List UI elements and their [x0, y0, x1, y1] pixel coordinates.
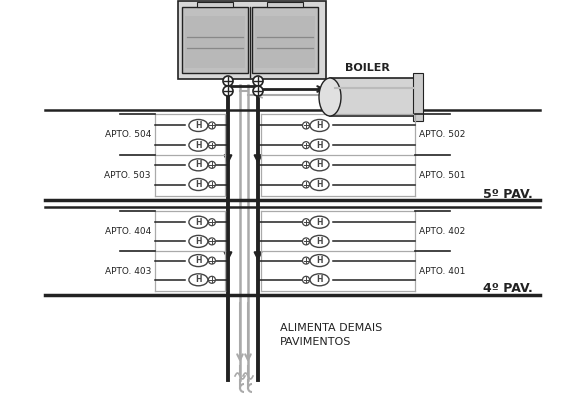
Ellipse shape: [189, 274, 208, 286]
Bar: [330, 78, 415, 116]
Circle shape: [302, 122, 310, 129]
Ellipse shape: [310, 216, 329, 228]
Circle shape: [253, 76, 263, 86]
Circle shape: [302, 257, 310, 264]
Bar: [185, 16, 245, 68]
Circle shape: [208, 181, 215, 188]
Text: 5º PAV.: 5º PAV.: [483, 187, 533, 200]
Circle shape: [253, 86, 263, 96]
Text: H: H: [195, 141, 201, 150]
Text: H: H: [316, 237, 323, 246]
Text: H: H: [316, 218, 323, 227]
Text: H: H: [195, 121, 201, 130]
Circle shape: [302, 142, 310, 148]
Circle shape: [208, 257, 215, 264]
Circle shape: [208, 276, 215, 283]
Bar: [413, 73, 423, 121]
Ellipse shape: [189, 119, 208, 131]
Ellipse shape: [310, 159, 329, 171]
Circle shape: [302, 219, 310, 226]
Text: APTO. 503: APTO. 503: [104, 171, 151, 180]
Ellipse shape: [310, 254, 329, 267]
Text: APTO. 501: APTO. 501: [419, 171, 466, 180]
Text: APTO. 403: APTO. 403: [105, 266, 151, 276]
Text: H: H: [195, 275, 201, 284]
Circle shape: [302, 276, 310, 283]
Text: 4º PAV.: 4º PAV.: [483, 283, 533, 295]
Bar: [197, 2, 233, 7]
Bar: [252, 7, 318, 73]
Text: BOILER: BOILER: [345, 63, 390, 73]
Circle shape: [208, 238, 215, 245]
Bar: [178, 1, 326, 79]
Circle shape: [302, 161, 310, 168]
Text: H: H: [195, 180, 201, 189]
Circle shape: [208, 219, 215, 226]
Circle shape: [208, 161, 215, 168]
Text: APTO. 401: APTO. 401: [419, 266, 466, 276]
Circle shape: [223, 76, 233, 86]
Ellipse shape: [319, 78, 341, 116]
Text: H: H: [195, 256, 201, 265]
Bar: [267, 2, 303, 7]
Text: H: H: [316, 256, 323, 265]
Text: H: H: [316, 180, 323, 189]
Text: APTO. 502: APTO. 502: [419, 130, 466, 139]
Text: APTO. 504: APTO. 504: [105, 130, 151, 139]
Circle shape: [302, 238, 310, 245]
Circle shape: [208, 142, 215, 148]
Text: H: H: [316, 275, 323, 284]
Text: H: H: [195, 237, 201, 246]
Ellipse shape: [189, 216, 208, 228]
Ellipse shape: [310, 139, 329, 151]
Circle shape: [302, 181, 310, 188]
Ellipse shape: [189, 235, 208, 247]
Ellipse shape: [310, 235, 329, 247]
Bar: [255, 16, 315, 68]
Text: APTO. 402: APTO. 402: [419, 227, 466, 235]
Text: H: H: [316, 141, 323, 150]
Text: H: H: [316, 160, 323, 170]
Ellipse shape: [310, 274, 329, 286]
Ellipse shape: [189, 254, 208, 267]
Ellipse shape: [310, 119, 329, 131]
Text: APTO. 404: APTO. 404: [105, 227, 151, 235]
Ellipse shape: [189, 159, 208, 171]
Ellipse shape: [189, 139, 208, 151]
Text: H: H: [195, 160, 201, 170]
Bar: [182, 7, 248, 73]
Text: ALIMENTA DEMAIS
PAVIMENTOS: ALIMENTA DEMAIS PAVIMENTOS: [280, 324, 382, 347]
Circle shape: [223, 86, 233, 96]
Text: H: H: [316, 121, 323, 130]
Ellipse shape: [189, 179, 208, 191]
Ellipse shape: [310, 179, 329, 191]
Text: H: H: [195, 218, 201, 227]
Circle shape: [208, 122, 215, 129]
